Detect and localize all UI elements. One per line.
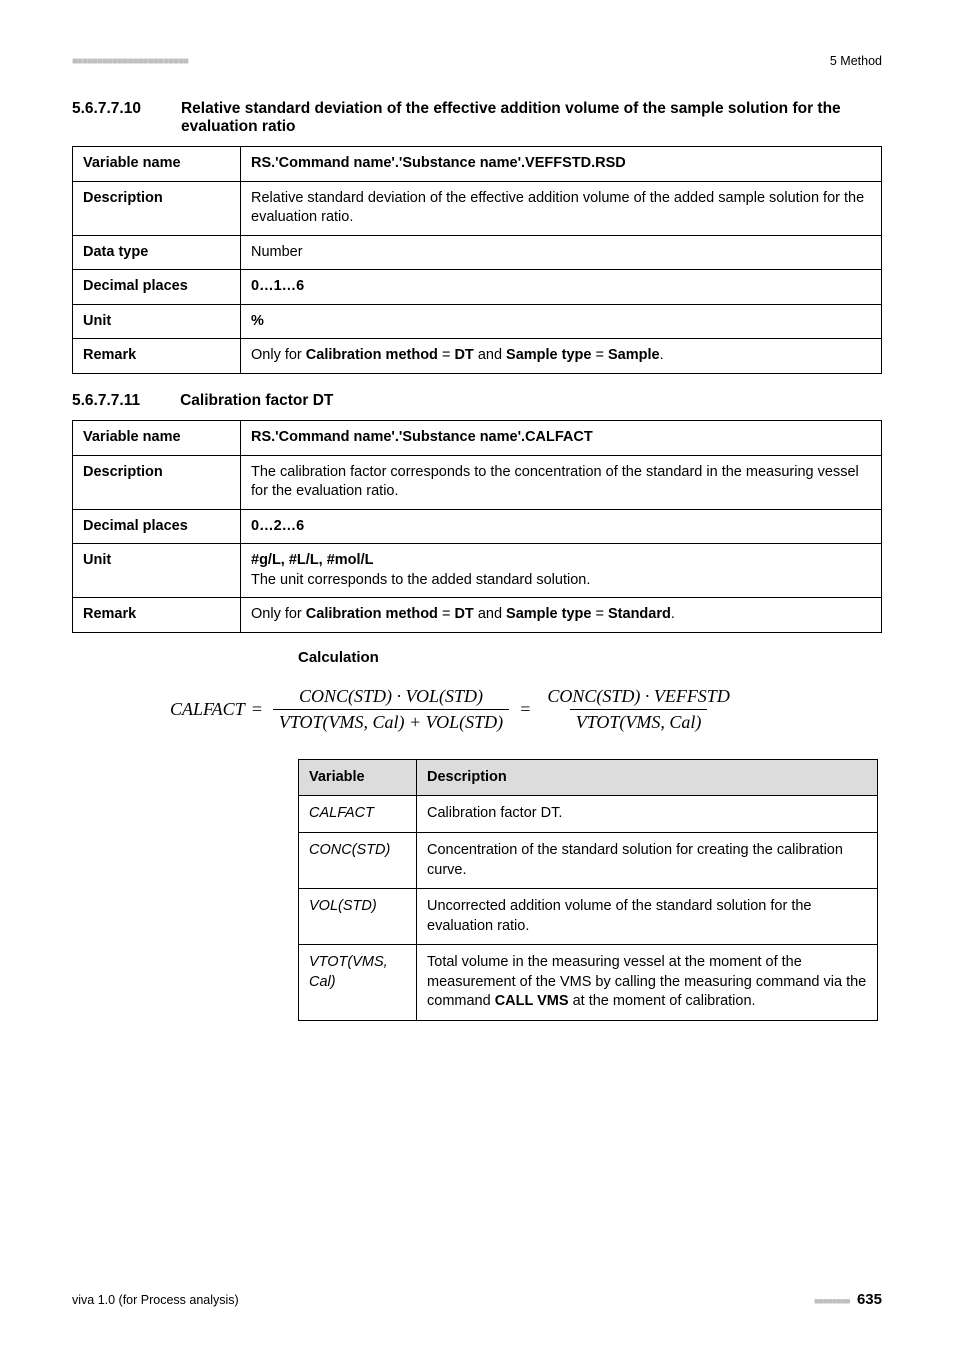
variable-description: Concentration of the standard solution f… bbox=[417, 833, 878, 889]
variable-name: VTOT(VMS, Cal) bbox=[299, 945, 417, 1021]
variable-table-1: Variable name RS.'Command name'.'Substan… bbox=[72, 146, 882, 374]
row-label: Decimal places bbox=[73, 270, 241, 305]
footer-left: viva 1.0 (for Process analysis) bbox=[72, 1293, 239, 1307]
variable-description: Uncorrected addition volume of the stand… bbox=[417, 889, 878, 945]
table-row: Unit #g/L, #L/L, #mol/LThe unit correspo… bbox=[73, 544, 882, 598]
variable-name: CONC(STD) bbox=[299, 833, 417, 889]
variable-description: Calibration factor DT. bbox=[417, 796, 878, 833]
page: ■■■■■■■■■■■■■■■■■■■■■■■ 5 Method 5.6.7.7… bbox=[0, 0, 954, 1350]
formula-fraction-1: CONC(STD) · VOL(STD) VTOT(VMS, Cal) + VO… bbox=[273, 686, 509, 733]
row-label: Remark bbox=[73, 598, 241, 633]
row-value: Only for Calibration method = DT and Sam… bbox=[241, 598, 882, 633]
calculation-table: Variable Description CALFACT Calibration… bbox=[298, 759, 878, 1021]
row-label: Remark bbox=[73, 339, 241, 374]
table-header-variable: Variable bbox=[299, 759, 417, 796]
table-header-row: Variable Description bbox=[299, 759, 878, 796]
formula-lhs: CALFACT bbox=[170, 699, 245, 720]
row-label: Variable name bbox=[73, 420, 241, 455]
table-row: VOL(STD) Uncorrected addition volume of … bbox=[299, 889, 878, 945]
calculation-heading: Calculation bbox=[298, 649, 882, 666]
row-label: Data type bbox=[73, 235, 241, 270]
variable-name: VOL(STD) bbox=[299, 889, 417, 945]
row-value: The calibration factor corresponds to th… bbox=[241, 455, 882, 509]
row-label: Unit bbox=[73, 304, 241, 339]
equals-sign: = bbox=[519, 699, 531, 720]
section-heading-1: 5.6.7.7.10 Relative standard deviation o… bbox=[72, 100, 882, 136]
row-value: 0…2…6 bbox=[241, 509, 882, 544]
row-value: Relative standard deviation of the effec… bbox=[241, 181, 882, 235]
variable-table-2: Variable name RS.'Command name'.'Substan… bbox=[72, 420, 882, 633]
table-row: Decimal places 0…1…6 bbox=[73, 270, 882, 305]
table-row: Unit % bbox=[73, 304, 882, 339]
row-label: Description bbox=[73, 181, 241, 235]
row-label: Description bbox=[73, 455, 241, 509]
row-value: #g/L, #L/L, #mol/LThe unit corresponds t… bbox=[241, 544, 882, 598]
variable-description: Total volume in the measuring vessel at … bbox=[417, 945, 878, 1021]
table-row: Description Relative standard deviation … bbox=[73, 181, 882, 235]
header-squares: ■■■■■■■■■■■■■■■■■■■■■■■ bbox=[72, 56, 188, 67]
footer-bar: viva 1.0 (for Process analysis) ■■■■■■■■… bbox=[72, 1291, 882, 1308]
table-row: Decimal places 0…2…6 bbox=[73, 509, 882, 544]
row-value: % bbox=[241, 304, 882, 339]
footer-squares: ■■■■■■■■ bbox=[814, 1296, 850, 1306]
header-chapter: 5 Method bbox=[830, 54, 882, 68]
row-value: Only for Calibration method = DT and Sam… bbox=[241, 339, 882, 374]
section-title-2: Calibration factor DT bbox=[180, 392, 882, 410]
row-label: Unit bbox=[73, 544, 241, 598]
section-number-2: 5.6.7.7.11 bbox=[72, 392, 140, 410]
footer-page-number: 635 bbox=[857, 1291, 882, 1308]
header-bar: ■■■■■■■■■■■■■■■■■■■■■■■ 5 Method bbox=[72, 54, 882, 68]
calculation-formula: CALFACT = CONC(STD) · VOL(STD) VTOT(VMS,… bbox=[170, 686, 882, 733]
table-row: CALFACT Calibration factor DT. bbox=[299, 796, 878, 833]
table-row: Data type Number bbox=[73, 235, 882, 270]
table-header-description: Description bbox=[417, 759, 878, 796]
row-value: 0…1…6 bbox=[241, 270, 882, 305]
section-heading-2: 5.6.7.7.11 Calibration factor DT bbox=[72, 392, 882, 410]
fraction-numerator: CONC(STD) · VOL(STD) bbox=[293, 686, 489, 709]
table-row: Description The calibration factor corre… bbox=[73, 455, 882, 509]
table-row: VTOT(VMS, Cal) Total volume in the measu… bbox=[299, 945, 878, 1021]
table-row: Remark Only for Calibration method = DT … bbox=[73, 339, 882, 374]
formula-fraction-2: CONC(STD) · VEFFSTD VTOT(VMS, Cal) bbox=[541, 686, 736, 733]
table-row: Variable name RS.'Command name'.'Substan… bbox=[73, 420, 882, 455]
fraction-denominator: VTOT(VMS, Cal) bbox=[570, 709, 708, 733]
row-label: Decimal places bbox=[73, 509, 241, 544]
row-value: Number bbox=[241, 235, 882, 270]
row-label: Variable name bbox=[73, 147, 241, 182]
section-number-1: 5.6.7.7.10 bbox=[72, 100, 141, 118]
footer-right: ■■■■■■■■ 635 bbox=[814, 1291, 882, 1308]
table-row: Variable name RS.'Command name'.'Substan… bbox=[73, 147, 882, 182]
table-row: CONC(STD) Concentration of the standard … bbox=[299, 833, 878, 889]
section-title-1: Relative standard deviation of the effec… bbox=[181, 100, 882, 136]
variable-name: CALFACT bbox=[299, 796, 417, 833]
equals-sign: = bbox=[251, 699, 263, 720]
fraction-denominator: VTOT(VMS, Cal) + VOL(STD) bbox=[273, 709, 509, 733]
table-row: Remark Only for Calibration method = DT … bbox=[73, 598, 882, 633]
fraction-numerator: CONC(STD) · VEFFSTD bbox=[541, 686, 736, 709]
row-value: RS.'Command name'.'Substance name'.VEFFS… bbox=[241, 147, 882, 182]
row-value: RS.'Command name'.'Substance name'.CALFA… bbox=[241, 420, 882, 455]
